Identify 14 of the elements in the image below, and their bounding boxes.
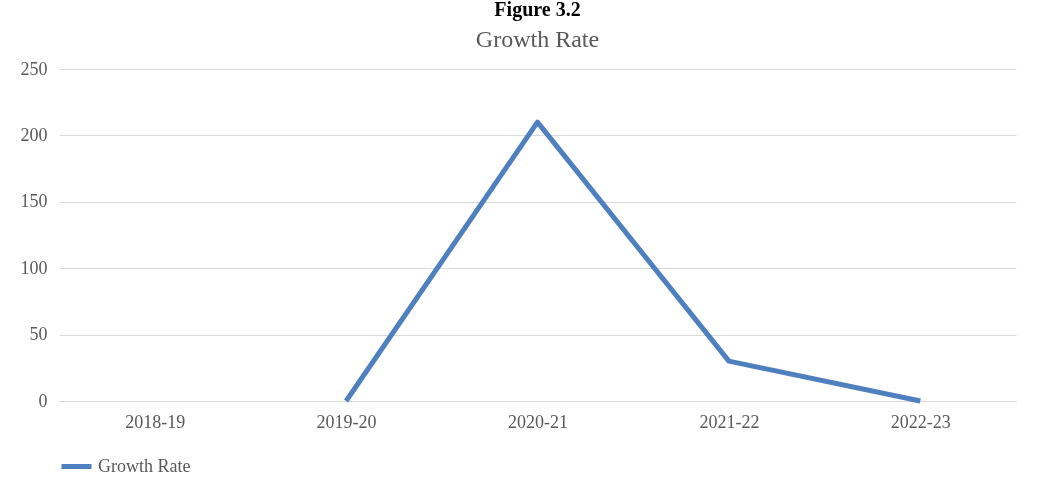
x-tick-label: 2021-22 (699, 411, 760, 432)
y-tick-label: 250 (20, 58, 48, 79)
x-tick-label: 2019-20 (316, 411, 377, 432)
x-tick-label: 2020-21 (508, 411, 568, 432)
y-tick-label: 50 (29, 324, 48, 345)
y-tick-label: 150 (20, 191, 48, 212)
chart-title: Growth Rate (475, 26, 600, 52)
y-tick-label: 200 (20, 124, 48, 145)
x-tick-label: 2022-23 (890, 411, 951, 432)
x-tick-label: 2018-19 (125, 411, 186, 432)
y-tick-label: 0 (38, 390, 48, 411)
legend-label: Growth Rate (98, 455, 191, 476)
caption: Figure 3.2 (494, 0, 581, 21)
y-tick-label: 100 (20, 257, 48, 278)
